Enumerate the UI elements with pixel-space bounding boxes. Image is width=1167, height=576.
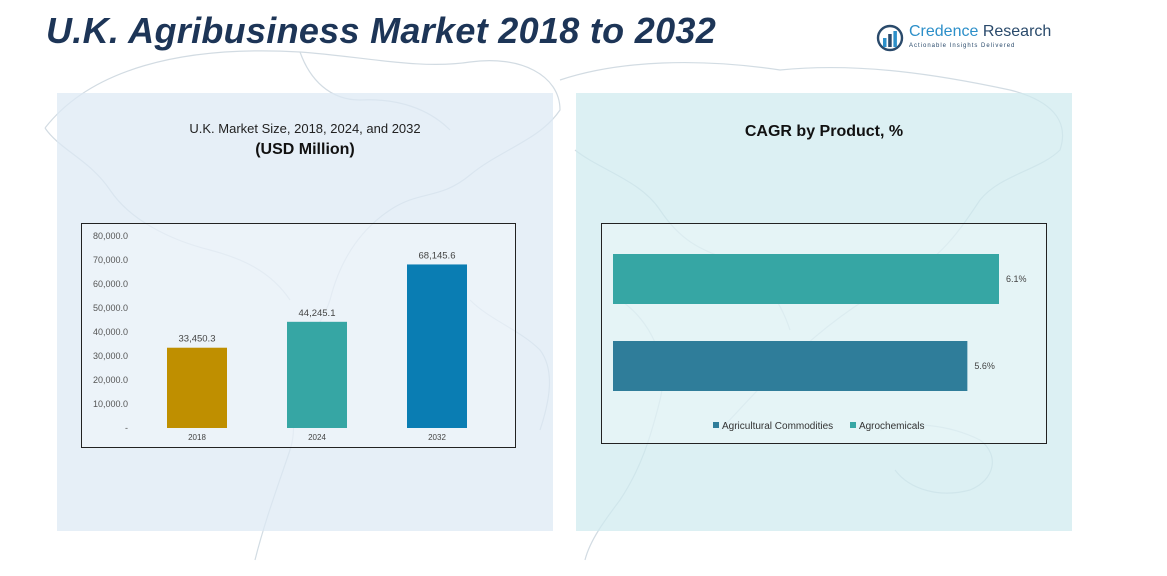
y-tick-label: - <box>125 423 128 433</box>
y-tick-label: 40,000.0 <box>93 327 128 337</box>
page-title: U.K. Agribusiness Market 2018 to 2032 <box>46 10 717 51</box>
y-tick-label: 50,000.0 <box>93 303 128 313</box>
data-label-2018: 33,450.3 <box>179 334 216 345</box>
y-tick-label: 80,000.0 <box>93 231 128 241</box>
y-tick-label: 60,000.0 <box>93 279 128 289</box>
y-tick-label: 10,000.0 <box>93 399 128 409</box>
legend-item-agrochemicals: Agrochemicals <box>849 421 925 432</box>
logo-tagline: Actionable Insights Delivered <box>909 43 1016 49</box>
y-tick-label: 70,000.0 <box>93 255 128 265</box>
bar-chart-logo-icon <box>876 24 904 52</box>
bar-agricultural-commodities <box>613 341 968 391</box>
data-label-agrochemicals: 6.1% <box>1006 274 1027 284</box>
bar-agrochemicals <box>613 254 999 304</box>
y-tick-label: 20,000.0 <box>93 375 128 385</box>
legend-label-agrochemicals: Agrochemicals <box>858 421 925 432</box>
x-tick-label-2018: 2018 <box>188 433 206 442</box>
bar-2032 <box>407 264 467 428</box>
x-tick-label-2024: 2024 <box>308 433 326 442</box>
market-size-bar-chart: - 10,000.0 20,000.0 30,000.0 40,000.0 50,000.… <box>93 231 467 442</box>
data-label-2024: 44,245.1 <box>299 308 336 319</box>
logo-name-part1: Credence <box>909 23 979 40</box>
market-size-title: U.K. Market Size, 2018, 2024, and 2032 <box>189 121 421 136</box>
legend-item-agricultural-commodities: Agricultural Commodities <box>713 421 833 432</box>
market-size-unit: (USD Million) <box>255 141 355 158</box>
logo-wordmark: Credence Research <box>909 23 1051 41</box>
legend-label-agricultural-commodities: Agricultural Commodities <box>722 421 834 432</box>
logo-name-part2: Research <box>978 23 1052 40</box>
bar-2018 <box>167 347 227 428</box>
data-label-2032: 68,145.6 <box>419 250 456 261</box>
bar-2024 <box>287 321 347 428</box>
cagr-bar-chart: 6.1% 5.6% <box>613 254 1027 391</box>
legend-swatch-agrochemicals <box>849 422 856 428</box>
data-label-agricultural-commodities: 5.6% <box>974 361 995 371</box>
market-size-chart-frame: - 10,000.0 20,000.0 30,000.0 40,000.0 50,000.… <box>81 223 516 448</box>
cagr-chart-frame: 6.1% 5.6% <box>601 223 1047 444</box>
cagr-panel <box>576 93 1072 531</box>
cagr-legend: Agricultural Commodities Agrochemicals <box>713 421 939 432</box>
market-size-panel <box>57 93 553 531</box>
x-tick-label-2032: 2032 <box>428 433 446 442</box>
y-tick-label: 30,000.0 <box>93 351 128 361</box>
cagr-title: CAGR by Product, % <box>744 123 904 140</box>
legend-swatch-agricultural-commodities <box>713 422 719 428</box>
